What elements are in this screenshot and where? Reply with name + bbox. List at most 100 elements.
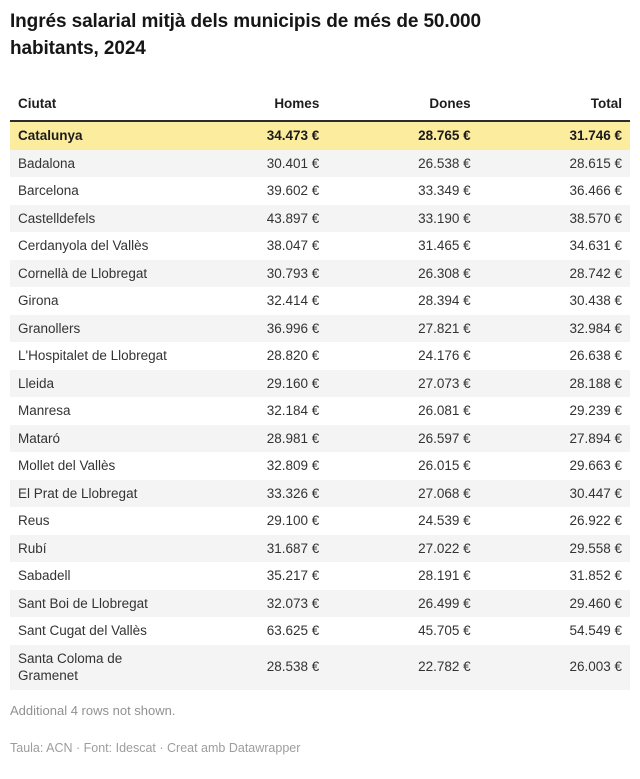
table-row: Badalona 30.401 € 26.538 € 28.615 € (10, 149, 630, 177)
table-row: Sant Cugat del Vallès 63.625 € 45.705 € … (10, 617, 630, 645)
table-row: Manresa 32.184 € 26.081 € 29.239 € (10, 397, 630, 425)
city-cell: Cornellà de Llobregat (18, 265, 148, 281)
city-cell: Sant Boi de Llobregat (18, 595, 148, 611)
total-cell: 27.894 € (569, 430, 622, 446)
dones-cell: 26.499 € (418, 595, 471, 611)
total-cell: 30.447 € (569, 485, 622, 501)
dones-cell: 27.068 € (418, 485, 471, 501)
table-row: Barcelona 39.602 € 33.349 € 36.466 € (10, 177, 630, 205)
dones-cell: 24.176 € (418, 348, 471, 363)
table-row: Cornellà de Llobregat 30.793 € 26.308 € … (10, 259, 630, 287)
table-row: Rubí 31.687 € 27.022 € 29.558 € (10, 534, 630, 562)
column-header-homes: Homes (176, 88, 328, 122)
homes-cell: 28.981 € (266, 430, 320, 446)
table-body: Catalunya 34.473 € 28.765 € 31.746 € Bad… (10, 121, 630, 690)
total-cell: 28.615 € (569, 155, 622, 171)
total-cell: 29.239 € (569, 403, 622, 418)
homes-cell: 34.473 € (266, 128, 320, 143)
dones-cell: 26.081 € (418, 403, 471, 418)
table-row: Mataró 28.981 € 26.597 € 27.894 € (10, 424, 630, 452)
total-cell: 29.460 € (569, 595, 622, 611)
dones-cell: 27.073 € (418, 375, 471, 391)
total-cell: 34.631 € (569, 238, 622, 253)
city-cell: Cerdanyola del Vallès (18, 238, 149, 253)
dones-cell: 28.394 € (418, 293, 471, 308)
dones-cell: 27.022 € (418, 540, 471, 556)
dones-cell: 27.821 € (418, 320, 471, 336)
homes-cell: 30.401 € (266, 155, 320, 171)
city-cell: Sant Cugat del Vallès (18, 623, 147, 638)
dones-cell: 33.349 € (418, 183, 471, 198)
city-cell: Sabadell (18, 568, 71, 583)
total-cell: 31.852 € (569, 568, 622, 583)
total-cell: 26.638 € (569, 348, 622, 363)
homes-cell: 32.184 € (266, 403, 320, 418)
total-cell: 28.188 € (569, 375, 622, 391)
city-cell: El Prat de Llobregat (18, 485, 138, 501)
total-cell: 29.558 € (569, 540, 622, 556)
city-cell: Manresa (18, 403, 71, 418)
table-row: Catalunya 34.473 € 28.765 € 31.746 € (10, 121, 630, 150)
dones-cell: 45.705 € (418, 623, 471, 638)
homes-cell: 29.160 € (266, 375, 320, 391)
dones-cell: 31.465 € (418, 238, 471, 253)
homes-cell: 63.625 € (266, 623, 320, 638)
homes-cell: 32.073 € (266, 595, 320, 611)
city-cell: Mataró (18, 430, 61, 446)
city-cell: Barcelona (18, 183, 79, 198)
rows-not-shown-note: Additional 4 rows not shown. (10, 702, 176, 718)
total-cell: 32.984 € (569, 320, 622, 336)
city-cell: Rubí (18, 540, 47, 556)
homes-cell: 43.897 € (266, 210, 320, 226)
total-cell: 36.466 € (569, 183, 622, 198)
total-cell: 26.003 € (569, 659, 622, 675)
table-row: Sant Boi de Llobregat 32.073 € 26.499 € … (10, 589, 630, 617)
total-cell: 54.549 € (569, 623, 622, 638)
dones-cell: 26.015 € (418, 458, 471, 473)
homes-cell: 28.538 € (266, 659, 320, 675)
table-row: Santa Coloma de Gramenet 28.538 € 22.782… (10, 644, 630, 690)
total-cell: 30.438 € (569, 293, 622, 308)
dones-cell: 26.597 € (418, 430, 471, 446)
header-row: Ciutat Homes Dones Total (10, 88, 630, 122)
total-cell: 31.746 € (569, 128, 622, 143)
attribution-line: Taula: ACN · Font: Idescat · Creat amb D… (10, 740, 301, 755)
city-cell: Mollet del Vallès (18, 458, 116, 473)
table-row: El Prat de Llobregat 33.326 € 27.068 € 3… (10, 479, 630, 507)
dones-cell: 26.308 € (418, 265, 471, 281)
homes-cell: 28.820 € (266, 348, 320, 363)
dones-cell: 24.539 € (418, 513, 471, 528)
homes-cell: 38.047 € (266, 238, 320, 253)
column-header-dones: Dones (327, 88, 479, 122)
table-row: Mollet del Vallès 32.809 € 26.015 € 29.6… (10, 452, 630, 480)
homes-cell: 39.602 € (266, 183, 320, 198)
dones-cell: 22.782 € (418, 659, 471, 675)
total-cell: 29.663 € (569, 458, 622, 473)
city-cell: Lleida (18, 375, 55, 391)
city-cell: Granollers (18, 320, 81, 336)
city-cell: Catalunya (18, 128, 83, 143)
table-row: Granollers 36.996 € 27.821 € 32.984 € (10, 314, 630, 342)
column-header-total: Total (478, 88, 630, 122)
table-row: Sabadell 35.217 € 28.191 € 31.852 € (10, 562, 630, 590)
table-row: Reus 29.100 € 24.539 € 26.922 € (10, 507, 630, 535)
city-cell: Girona (18, 293, 59, 308)
dones-cell: 26.538 € (418, 155, 471, 171)
table-row: Lleida 29.160 € 27.073 € 28.188 € (10, 369, 630, 397)
homes-cell: 32.414 € (266, 293, 320, 308)
homes-cell: 32.809 € (266, 458, 320, 473)
table-row: Girona 32.414 € 28.394 € 30.438 € (10, 287, 630, 315)
homes-cell: 30.793 € (266, 265, 320, 281)
table-row: L'Hospitalet de Llobregat 28.820 € 24.17… (10, 342, 630, 370)
homes-cell: 33.326 € (266, 485, 320, 501)
dones-cell: 33.190 € (418, 210, 471, 226)
homes-cell: 29.100 € (266, 513, 320, 528)
city-cell: Badalona (18, 155, 76, 171)
dones-cell: 28.191 € (418, 568, 471, 583)
dones-cell: 28.765 € (418, 128, 471, 143)
table-row: Castelldefels 43.897 € 33.190 € 38.570 € (10, 204, 630, 232)
salary-table: Ciutat Homes Dones Total Catalunya 34.47… (10, 88, 630, 690)
city-cell: Castelldefels (18, 210, 96, 226)
chart-title: Ingrés salarial mitjà dels municipis de … (10, 11, 481, 59)
